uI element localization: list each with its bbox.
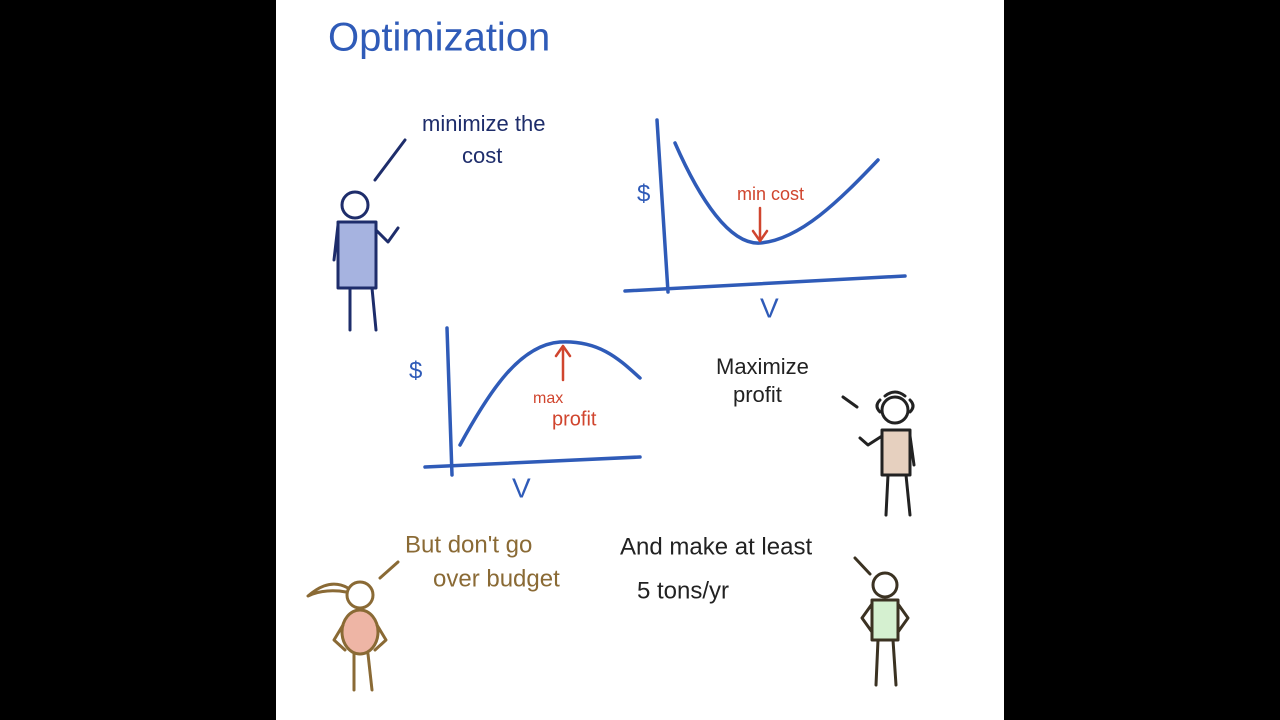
axis-label: $ — [637, 180, 650, 207]
speech: But don't go — [405, 531, 532, 558]
min-arrow — [751, 206, 769, 243]
figure — [332, 138, 407, 332]
speech: And make at least — [620, 533, 812, 560]
axis-label: V — [512, 472, 531, 503]
speech: minimize the — [422, 111, 545, 136]
speech: cost — [462, 143, 502, 168]
title: Optimization — [328, 16, 550, 60]
speech: 5 tons/yr — [637, 577, 729, 604]
figure — [306, 560, 400, 692]
speech: over budget — [433, 565, 560, 592]
figure — [841, 390, 916, 517]
max-arrow — [554, 344, 572, 382]
axis-label: V — [760, 292, 779, 323]
speech: profit — [733, 382, 782, 407]
speech: Maximize — [716, 354, 809, 379]
annotation: profit — [552, 408, 597, 430]
profit-chart — [423, 326, 642, 477]
annotation: min cost — [737, 184, 804, 204]
cost-chart — [623, 118, 907, 294]
axis-label: $ — [409, 357, 422, 384]
annotation: max — [533, 390, 563, 407]
figure — [853, 556, 910, 687]
